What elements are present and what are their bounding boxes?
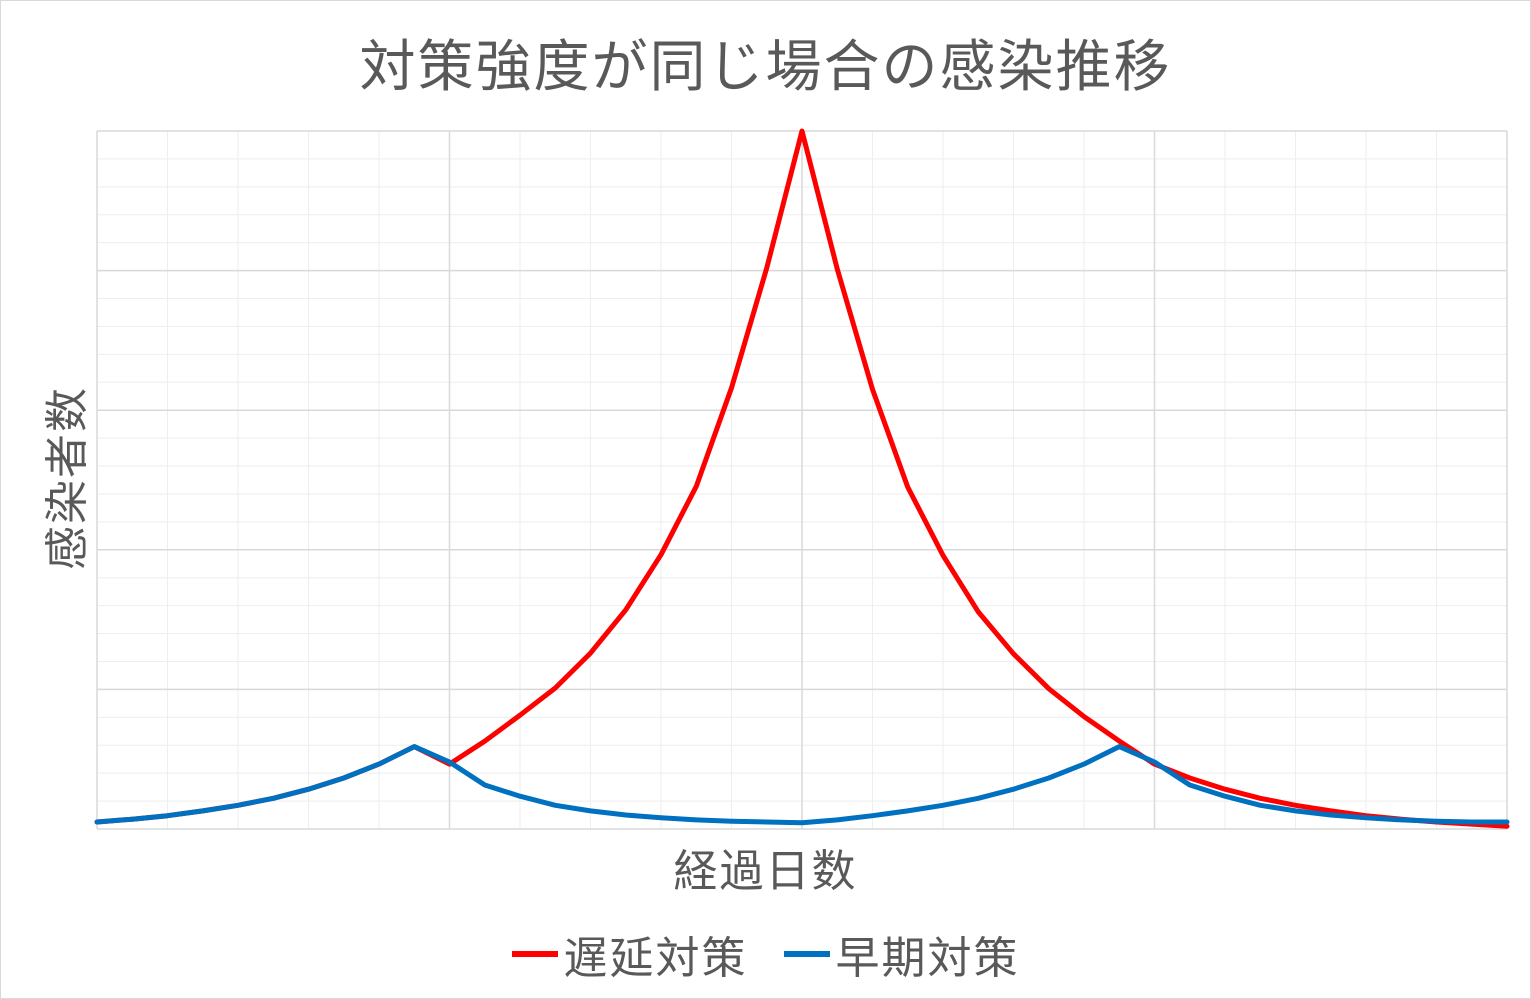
x-axis-label: 経過日数 [673, 846, 858, 897]
chart-title: 対策強度が同じ場合の感染推移 [359, 35, 1172, 100]
legend-label-early: 早期対策 [835, 933, 1020, 984]
legend-item-delayed: 遅延対策 [511, 922, 748, 986]
legend-item-early: 早期対策 [783, 922, 1020, 986]
legend-label-delayed: 遅延対策 [563, 933, 748, 984]
legend-swatch-delayed [511, 951, 558, 957]
series-line-early [94, 744, 1510, 826]
legend: 遅延対策 早期対策 [0, 922, 1531, 986]
legend-swatch-early [783, 951, 830, 957]
